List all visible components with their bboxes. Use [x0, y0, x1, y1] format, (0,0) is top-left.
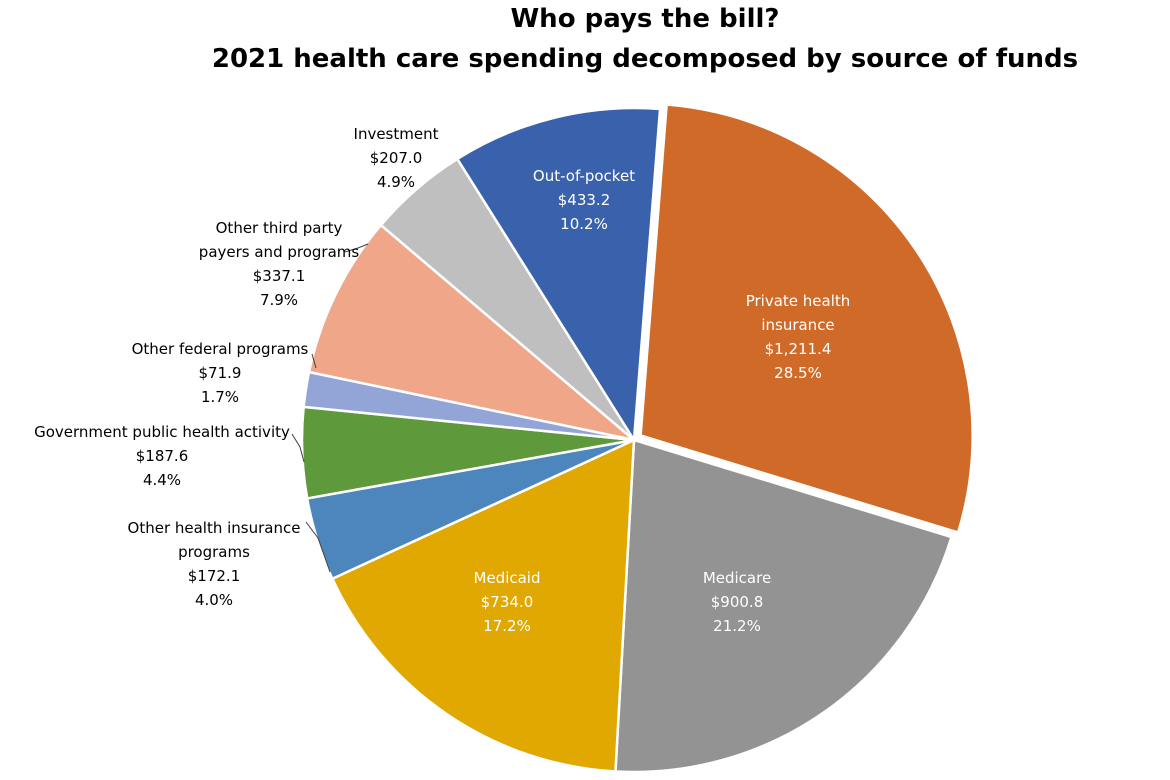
leader-line: [311, 353, 317, 369]
slice-percent: 1.7%: [201, 388, 239, 406]
chart-title-line-2: 2021 health care spending decomposed by …: [211, 44, 1079, 74]
slice-percent: 17.2%: [483, 617, 531, 635]
slice-label: Other third party: [216, 219, 343, 237]
slice-value: $71.9: [199, 364, 242, 382]
pie-slice-medicare: [614, 438, 954, 774]
slice-label: Government public health activity: [34, 423, 290, 441]
pie-slice-medicaid: [330, 437, 636, 773]
pie-slice-other-third-party-payers-and-programs: [307, 223, 635, 442]
slice-label: insurance: [761, 316, 834, 334]
pie-slice-out-of-pocket: [455, 106, 662, 444]
slice-value: $1,211.4: [765, 340, 832, 358]
leader-line: [291, 433, 305, 463]
pie-slice-private-health-insurance: [639, 103, 974, 535]
slice-label: payers and programs: [199, 243, 360, 261]
slice-value: $734.0: [481, 593, 534, 611]
slice-percent: 4.9%: [377, 173, 415, 191]
slice-value: $433.2: [558, 191, 611, 209]
slice-percent: 4.4%: [143, 471, 181, 489]
leader-line: [305, 521, 331, 573]
slice-value: $900.8: [711, 593, 764, 611]
slice-percent: 28.5%: [774, 364, 822, 382]
slice-label: Other federal programs: [132, 340, 309, 358]
slice-label: Other health insurance: [128, 519, 301, 537]
slice-label: Private health: [746, 292, 851, 310]
slice-percent: 21.2%: [713, 617, 761, 635]
slice-label: Out-of-pocket: [533, 167, 635, 185]
slice-percent: 7.9%: [260, 291, 298, 309]
slice-label: Medicare: [703, 569, 771, 587]
leader-line: [344, 243, 369, 253]
slice-value: $337.1: [253, 267, 306, 285]
slice-value: $172.1: [188, 567, 241, 585]
slice-label: Investment: [354, 125, 439, 143]
slice-label: Medicaid: [474, 569, 541, 587]
slice-value: $207.0: [370, 149, 423, 167]
chart-title-line-1: Who pays the bill?: [510, 4, 780, 34]
slice-label: programs: [178, 543, 250, 561]
slice-percent: 10.2%: [560, 215, 608, 233]
slice-value: $187.6: [136, 447, 189, 465]
slice-percent: 4.0%: [195, 591, 233, 609]
